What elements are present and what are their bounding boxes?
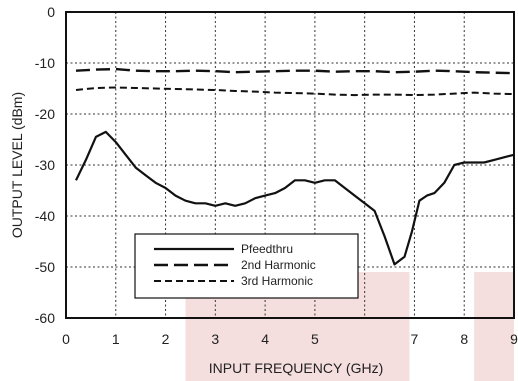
x-tick-2: 2 (162, 331, 170, 347)
grid-lines (66, 12, 514, 318)
y-tick-labels: 0 -10 -20 -30 -40 -50 -60 (35, 4, 55, 326)
x-tick-7: 7 (411, 331, 419, 347)
y-tick-20: -20 (35, 106, 55, 122)
x-axis-title: INPUT FREQUENCY (GHz) (209, 360, 384, 376)
legend-label-pfeedthru: Pfeedthru (241, 242, 293, 256)
y-tick-10: -10 (35, 55, 55, 71)
y-axis-title: OUTPUT LEVEL (dBm) (9, 92, 25, 238)
x-tick-labels: 0 1 2 3 4 5 7 8 9 (62, 331, 518, 347)
y-tick-30: -30 (35, 157, 55, 173)
y-tick-0: 0 (47, 4, 55, 20)
legend-box (134, 233, 359, 299)
series-line-2nd-harmonic (75, 67, 515, 75)
y-tick-40: -40 (35, 208, 55, 224)
legend-label-2nd-harmonic: 2nd Harmonic (241, 258, 316, 272)
x-tick-9: 9 (510, 331, 518, 347)
x-tick-3: 3 (211, 331, 219, 347)
legend: Pfeedthru 2nd Harmonic 3rd Harmonic (134, 233, 359, 299)
legend-label-3rd-harmonic: 3rd Harmonic (241, 274, 313, 288)
series-line-3rd-harmonic (75, 86, 515, 97)
x-tick-4: 4 (261, 331, 269, 347)
x-tick-0: 0 (62, 331, 70, 347)
series-line-pfeedthru (75, 130, 515, 266)
highlight-band-1 (474, 272, 514, 381)
y-tick-60: -60 (35, 310, 55, 326)
x-tick-5: 5 (311, 331, 319, 347)
y-tick-50: -50 (35, 259, 55, 275)
x-tick-8: 8 (460, 331, 468, 347)
plot-frame (65, 11, 515, 319)
series-lines (75, 67, 515, 266)
x-tick-1: 1 (112, 331, 120, 347)
